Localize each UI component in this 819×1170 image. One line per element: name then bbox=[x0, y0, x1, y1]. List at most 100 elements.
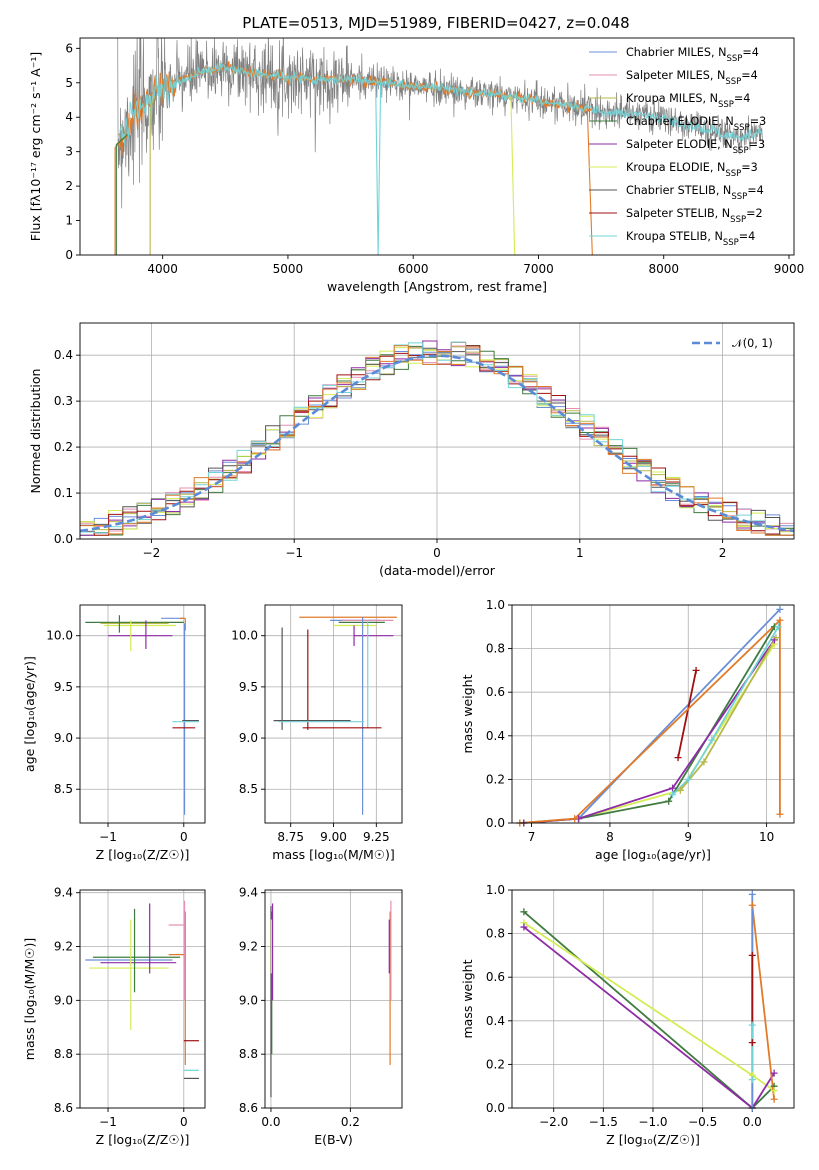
y-axis-label: Normed distribution bbox=[28, 369, 43, 494]
x-axis-label: Z [log₁₀(Z/Z☉)] bbox=[96, 847, 190, 862]
y-tick-label: 8.6 bbox=[239, 1101, 258, 1115]
x-tick-label: 0.2 bbox=[341, 1115, 360, 1129]
panels: 4000 5000 6000 7000 8000 90000123456wavelengt… bbox=[22, 37, 804, 1147]
x-tick-label: −2 bbox=[143, 546, 161, 560]
weight-point-marker bbox=[748, 1076, 756, 1084]
y-tick-label: 9.2 bbox=[54, 940, 73, 954]
y-tick-label: 9.5 bbox=[239, 680, 258, 694]
residual-histogram-step bbox=[80, 340, 794, 536]
weight-series-line bbox=[523, 921, 775, 1092]
x-tick-label: −1 bbox=[99, 1115, 117, 1129]
x-axis-label: Z [log₁₀(Z/Z☉)] bbox=[96, 1132, 190, 1147]
y-tick-label: 8.8 bbox=[54, 1047, 73, 1061]
weight-point-marker bbox=[571, 815, 579, 823]
model-edge-line bbox=[510, 96, 516, 255]
y-tick-label: 9.4 bbox=[239, 886, 258, 900]
x-axis-label: Z [log₁₀(Z/Z☉)] bbox=[606, 1132, 700, 1147]
legend-subscript: SSP bbox=[733, 146, 749, 156]
y-tick-label: 0.0 bbox=[486, 1101, 505, 1115]
panel-weight_vs_Z: −2.0 −1.5 −1.0 −0.5 0.0 0.0 0.2 0.4 0.6 0.8 1.0 Z [… bbox=[460, 883, 795, 1147]
y-tick-label: 1 bbox=[65, 214, 73, 228]
legend-suffix: =2 bbox=[746, 207, 763, 220]
weight-point-marker bbox=[669, 791, 677, 799]
y-tick-label: 6 bbox=[65, 41, 73, 55]
weight-point-marker bbox=[748, 890, 756, 898]
legend-suffix: =3 bbox=[741, 161, 758, 174]
y-tick-label: 8.8 bbox=[239, 1047, 258, 1061]
weight-point-marker bbox=[776, 810, 784, 818]
model-edge-line bbox=[114, 137, 126, 255]
legend-entry-label: Chabrier STELIB, NSSP=4 bbox=[626, 184, 764, 202]
y-tick-label: 9.4 bbox=[54, 886, 73, 900]
y-tick-label: 5 bbox=[65, 76, 73, 90]
x-tick-label: 9.00 bbox=[320, 830, 347, 844]
x-tick-label: −1 bbox=[99, 830, 117, 844]
legend-suffix: =4 bbox=[739, 230, 756, 243]
legend-suffix: =4 bbox=[741, 69, 758, 82]
y-tick-label: 9.0 bbox=[239, 731, 258, 745]
y-tick-label: 0.0 bbox=[54, 532, 73, 546]
weight-point-marker bbox=[674, 754, 682, 762]
figure-title: PLATE=0513, MJD=51989, FIBERID=0427, z=0… bbox=[242, 14, 629, 32]
y-tick-label: 0.4 bbox=[486, 729, 505, 743]
model-edge-line bbox=[149, 96, 156, 255]
y-tick-label: 9.5 bbox=[54, 680, 73, 694]
y-axis-label: mass weight bbox=[460, 959, 475, 1038]
legend-entry-label: Chabrier ELODIE, NSSP=3 bbox=[626, 115, 766, 133]
weight-point-marker bbox=[708, 736, 716, 744]
y-tick-label: 8.5 bbox=[54, 782, 73, 796]
residual-histogram-step bbox=[80, 345, 794, 536]
weight-point-marker bbox=[772, 634, 780, 642]
x-tick-label: 7000 bbox=[523, 262, 554, 276]
y-tick-label: 0.0 bbox=[486, 816, 505, 830]
weight-series-line bbox=[523, 911, 775, 1108]
legend-subscript: SSP bbox=[730, 215, 746, 225]
y-tick-label: 0 bbox=[65, 248, 73, 262]
panel-mass_vs_Z: −1 0 8.6 8.8 9.0 9.2 9.4 Z [log₁₀(Z/Z☉)] mass [l… bbox=[22, 886, 206, 1147]
y-tick-label: 9.0 bbox=[239, 993, 258, 1007]
y-tick-label: 2 bbox=[65, 179, 73, 193]
y-tick-label: 0.1 bbox=[54, 486, 73, 500]
panel-mass_vs_EBV: 0.0 0.2 8.6 8.8 9.0 9.2 9.4 E(B-V) bbox=[239, 886, 403, 1147]
weight-series-line bbox=[677, 670, 697, 758]
axes-frame bbox=[264, 889, 403, 1109]
legend-subscript: SSP bbox=[734, 123, 750, 133]
legend-subscript: SSP bbox=[725, 169, 741, 179]
weight-point-marker bbox=[748, 1039, 756, 1047]
axes-frame bbox=[79, 604, 206, 824]
x-axis-label: (data-model)/error bbox=[379, 563, 496, 578]
legend-subscript: SSP bbox=[718, 100, 734, 110]
axes-frame bbox=[264, 604, 403, 824]
weight-point-marker bbox=[684, 775, 692, 783]
y-tick-label: 1.0 bbox=[486, 883, 505, 897]
weight-series-line bbox=[523, 639, 776, 823]
y-tick-label: 0.4 bbox=[486, 1014, 505, 1028]
weight-series-line bbox=[519, 618, 781, 823]
legend-subscript: SSP bbox=[723, 238, 739, 248]
x-tick-label: −2.0 bbox=[539, 1115, 568, 1129]
y-axis-label: Flux [fλ10⁻¹⁷ erg cm⁻² s⁻¹ A⁻¹] bbox=[28, 52, 43, 241]
weight-point-marker bbox=[748, 1021, 756, 1029]
x-tick-label: 1 bbox=[576, 546, 584, 560]
model-edge-line bbox=[115, 134, 128, 255]
x-axis-label: age [log₁₀(age/yr)] bbox=[595, 847, 711, 862]
spectrum-legend: Chabrier MILES, NSSP=4 Salpeter MILES, NS… bbox=[589, 46, 766, 248]
x-tick-label: −1.5 bbox=[589, 1115, 618, 1129]
x-tick-label: 6000 bbox=[398, 262, 429, 276]
weight-point-marker bbox=[676, 786, 684, 794]
legend-suffix: =4 bbox=[734, 92, 751, 105]
legend-entry-label: Chabrier MILES, NSSP=4 bbox=[626, 46, 759, 64]
x-axis-label: wavelength [Angstrom, rest frame] bbox=[327, 279, 547, 294]
x-tick-label: 0 bbox=[433, 546, 441, 560]
legend-entry-label: Kroupa MILES, NSSP=4 bbox=[626, 92, 750, 110]
weight-point-marker bbox=[520, 923, 528, 931]
x-tick-label: 2 bbox=[719, 546, 727, 560]
x-tick-label: 0.0 bbox=[743, 1115, 762, 1129]
panel-age_vs_Z: −1 0 8.5 9.0 9.5 10.0 Z [log₁₀(Z/Z☉)] age [log₁… bbox=[22, 604, 206, 862]
x-tick-label: 7 bbox=[528, 830, 536, 844]
panel-age_vs_mass: 8.75 9.00 9.25 8.5 9.0 9.5 10.0 mass [log₁₀(M/M… bbox=[231, 604, 403, 862]
y-tick-label: 0.2 bbox=[486, 772, 505, 786]
legend-subscript: SSP bbox=[725, 77, 741, 87]
y-tick-label: 0.4 bbox=[54, 348, 73, 362]
